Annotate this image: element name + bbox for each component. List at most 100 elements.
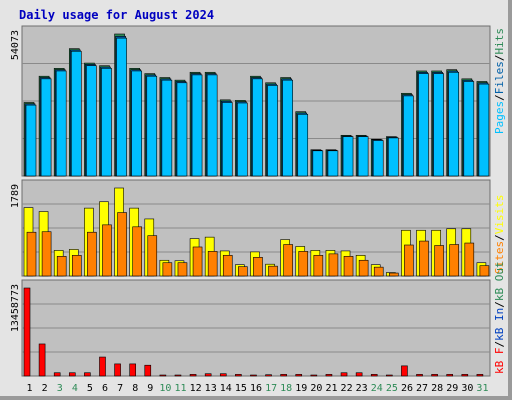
- bar-pages-day-10: [161, 79, 173, 177]
- bar-kb-f-day-30: [461, 374, 469, 377]
- x-tick-label: 19: [295, 383, 307, 394]
- legend-item: Pages: [493, 101, 506, 134]
- bar-pages-day-7: [116, 37, 127, 177]
- bar-kb-f-day-22: [340, 372, 348, 377]
- bar-kb-f-day-20: [310, 374, 318, 377]
- bar-kb-f-day-6: [99, 356, 106, 377]
- bar-pages-day-26: [403, 95, 414, 177]
- bar-sites-day-17: [268, 265, 278, 277]
- bar-pages-day-25: [388, 137, 399, 177]
- bar-pages-day-23: [357, 136, 369, 177]
- legend-item: kB In: [493, 308, 506, 341]
- bar-sites-day-31: [479, 265, 490, 277]
- bar-pages-day-9: [146, 75, 158, 177]
- bar-kb-f-day-27: [416, 374, 423, 377]
- bar-pages-day-22: [342, 136, 354, 177]
- bar-pages-day-20: [312, 150, 324, 177]
- bar-kb-f-day-18: [280, 374, 287, 377]
- x-tick-label: 6: [102, 383, 108, 394]
- bar-sites-day-11: [177, 262, 188, 277]
- bar-sites-day-29: [449, 244, 460, 277]
- bar-sites-day-4: [71, 255, 82, 277]
- bar-sites-day-12: [192, 246, 203, 277]
- bar-pages-day-30: [463, 81, 475, 177]
- x-tick-label: 9: [147, 383, 153, 394]
- panel-hits-files-pages: 54073 Pages/Files/Hits: [10, 25, 506, 177]
- x-tick-label: 7: [117, 383, 123, 394]
- bar-kb-f-day-21: [325, 374, 333, 377]
- bar-sites-day-28: [434, 245, 444, 277]
- x-tick-label: 10: [159, 383, 171, 394]
- bar-sites-day-1: [26, 231, 37, 277]
- x-tick-label: 26: [401, 383, 413, 394]
- x-tick-label: 24: [371, 383, 383, 394]
- x-tick-label: 5: [87, 383, 93, 394]
- bar-pages-day-21: [327, 150, 339, 177]
- bar-pages-day-1: [25, 104, 37, 177]
- bar-pages-day-16: [252, 78, 263, 177]
- legend-item: /: [493, 234, 506, 241]
- bar-pages-day-15: [237, 102, 248, 177]
- legend: kB F/kB In/kB Out: [493, 261, 506, 374]
- x-tick-label: 18: [280, 383, 292, 394]
- bar-sites-day-3: [56, 256, 67, 277]
- x-tick-label: 20: [310, 383, 322, 394]
- bar-pages-day-28: [433, 73, 444, 177]
- bar-sites-day-21: [328, 253, 339, 277]
- bar-sites-day-7: [117, 212, 127, 277]
- bar-sites-day-23: [358, 259, 369, 277]
- x-tick-label: 2: [42, 383, 48, 394]
- x-tick-label: 25: [386, 383, 398, 394]
- bar-kb-f-day-7: [114, 363, 121, 377]
- x-tick-label: 17: [265, 383, 277, 394]
- x-tick-label: 23: [356, 383, 368, 394]
- bar-pages-day-5: [86, 65, 97, 177]
- x-tick-label: 15: [235, 383, 247, 394]
- bar-kb-f-day-12: [189, 374, 197, 377]
- bar-kb-f-day-26: [401, 365, 408, 377]
- x-tick-label: 12: [190, 383, 202, 394]
- bar-kb-f-day-28: [431, 374, 438, 377]
- bar-pages-day-31: [478, 83, 490, 177]
- x-tick-label: 11: [174, 383, 186, 394]
- bar-kb-f-day-9: [144, 364, 152, 377]
- bar-sites-day-16: [253, 257, 263, 277]
- y-max-label: 54073: [10, 30, 21, 60]
- legend-item: /: [493, 301, 506, 308]
- bar-sites-day-20: [313, 255, 324, 277]
- bar-sites-day-14: [222, 255, 233, 277]
- x-tick-label: 14: [220, 383, 232, 394]
- bar-kb-f-day-13: [204, 373, 212, 377]
- x-tick-label: 4: [72, 383, 78, 394]
- bar-pages-day-11: [176, 82, 188, 177]
- y-max-label: 1789: [10, 184, 21, 208]
- chart-title: Daily usage for August 2024: [19, 8, 214, 22]
- bar-pages-day-29: [448, 71, 460, 177]
- bar-sites-day-19: [298, 251, 309, 277]
- bar-pages-day-19: [297, 113, 309, 177]
- bar-kb-f-day-1: [23, 287, 31, 377]
- bar-kb-f-day-19: [295, 374, 303, 377]
- bar-sites-day-2: [41, 231, 52, 277]
- x-tick-label: 13: [205, 383, 217, 394]
- bar-kb-f-day-17: [265, 374, 272, 377]
- bar-kb-f-day-4: [68, 372, 76, 377]
- bar-pages-day-2: [40, 78, 52, 177]
- x-axis-ticks: 1 2 3 4 5 6 7 8 9 10 11 12 13 14 15 16 17 18 19 20 21 22 23 24 2…: [27, 383, 489, 394]
- bar-pages-day-4: [70, 50, 82, 177]
- bar-sites-day-18: [283, 244, 293, 277]
- bar-pages-day-24: [372, 140, 384, 177]
- bar-kb-f-day-5: [84, 372, 91, 377]
- legend: Pages/Files/Hits: [493, 28, 506, 134]
- bar-kb-f-day-8: [129, 363, 136, 377]
- bar-pages-day-3: [55, 70, 67, 177]
- x-tick-label: 16: [250, 383, 262, 394]
- x-tick-label: 21: [325, 383, 337, 394]
- x-tick-label: 27: [416, 383, 428, 394]
- bar-kb-f-day-31: [476, 374, 484, 377]
- legend: Sites/Visits: [493, 195, 506, 275]
- x-tick-label: 30: [461, 383, 473, 394]
- bar-sites-day-30: [464, 242, 475, 277]
- bar-kb-f-day-11: [174, 374, 182, 377]
